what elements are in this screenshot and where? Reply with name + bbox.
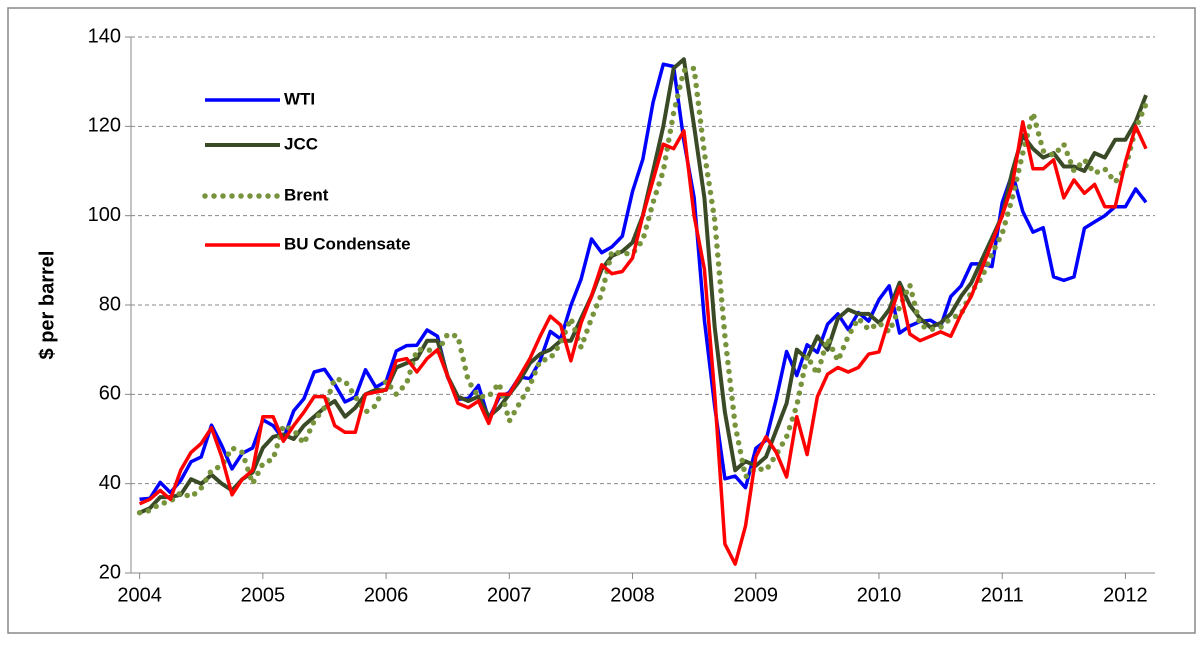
- y-tick-label: 140: [88, 25, 121, 47]
- x-tick-label: 2012: [1103, 584, 1148, 606]
- x-tick-label: 2009: [734, 584, 779, 606]
- chart-frame: [7, 7, 1196, 634]
- series-line: [138, 120, 1148, 566]
- y-tick-label: 80: [99, 293, 121, 315]
- x-tick-label: 2008: [610, 584, 655, 606]
- legend-label: JCC: [284, 134, 318, 153]
- y-tick-label: 20: [99, 561, 121, 583]
- x-tick-label: 2005: [241, 584, 286, 606]
- x-tick-label: 2011: [981, 584, 1024, 606]
- legend-label: WTI: [284, 89, 315, 108]
- y-tick-label: 100: [88, 204, 121, 226]
- y-tick-label: 120: [88, 115, 121, 137]
- legend-label: BU Condensate: [284, 234, 411, 253]
- legend-label: Brent: [284, 185, 329, 204]
- legend: WTI JCC Brent BU Condensate: [202, 89, 411, 253]
- x-tick-label: 2004: [117, 584, 162, 606]
- x-tick-label: 2010: [857, 584, 902, 606]
- x-tick-label: 2007: [487, 584, 532, 606]
- y-tick-label: 60: [99, 383, 121, 405]
- y-tick-label: 40: [99, 472, 121, 494]
- x-tick-label: 2006: [364, 584, 409, 606]
- y-axis-label: $ per barrel: [36, 251, 58, 360]
